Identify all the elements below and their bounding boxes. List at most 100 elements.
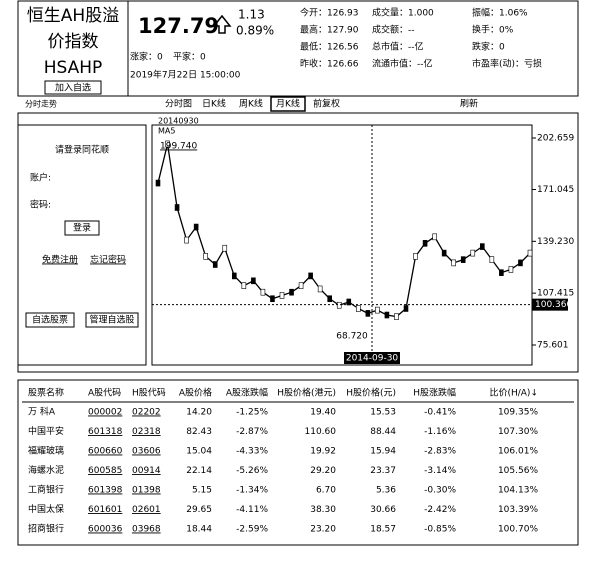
table-cell: -1.34% bbox=[236, 486, 268, 496]
table-cell: -0.85% bbox=[424, 525, 456, 535]
table-cell: 82.43 bbox=[186, 427, 212, 437]
my-stocks-button[interactable] bbox=[25, 312, 75, 328]
name-line: HSAHP bbox=[44, 58, 103, 78]
candle bbox=[203, 253, 208, 260]
table-cell: -1.16% bbox=[424, 427, 456, 437]
tab[interactable]: 分时图 bbox=[165, 98, 192, 110]
table-cell: 100.70% bbox=[498, 525, 538, 535]
table-cell[interactable]: 601318 bbox=[88, 427, 123, 437]
flat-count: 平家：0 bbox=[173, 51, 206, 63]
table-cell[interactable]: 600585 bbox=[88, 466, 122, 476]
register-link[interactable]: 免费注册 bbox=[42, 254, 78, 266]
table-header: A股涨跌幅 bbox=[226, 387, 268, 399]
table-cell: 103.39% bbox=[498, 505, 538, 515]
manage-button[interactable] bbox=[85, 312, 139, 328]
table-cell: 18.44 bbox=[186, 525, 212, 535]
table-cell[interactable]: 601601 bbox=[88, 505, 122, 515]
login-button[interactable] bbox=[64, 220, 100, 236]
table-cell: 110.60 bbox=[305, 427, 337, 437]
candle bbox=[365, 310, 371, 317]
table-header: H股涨跌幅 bbox=[413, 387, 456, 399]
cursor-value-box bbox=[532, 298, 568, 311]
table-cell[interactable]: 000002 bbox=[88, 408, 122, 418]
table-cell: 6.70 bbox=[316, 486, 336, 496]
table-cell: 105.56% bbox=[498, 466, 538, 476]
candle bbox=[222, 244, 228, 252]
tab-left: 分时走势 bbox=[25, 99, 57, 109]
add-button-label[interactable]: 加入自选 bbox=[55, 82, 91, 94]
table-cell: -2.42% bbox=[424, 505, 456, 515]
table-cell: 福耀玻璃 bbox=[28, 445, 64, 457]
login-button-label[interactable]: 登录 bbox=[73, 223, 91, 234]
stat: 昨收：126.66 bbox=[300, 58, 359, 70]
stat: 总市值：--亿 bbox=[372, 41, 424, 53]
table-cell[interactable]: 00914 bbox=[132, 466, 161, 476]
tab[interactable]: 日K线 bbox=[202, 98, 226, 110]
table-cell[interactable]: 03606 bbox=[132, 447, 161, 457]
stat: 最高：127.90 bbox=[300, 24, 359, 36]
candle bbox=[174, 204, 180, 211]
table-cell[interactable]: 02202 bbox=[132, 408, 161, 418]
name-line: 价指数 bbox=[48, 32, 99, 52]
table-cell: 工商银行 bbox=[28, 484, 64, 496]
candle bbox=[193, 223, 199, 231]
login-title: 请登录同花顺 bbox=[55, 144, 109, 156]
table-cell: -0.30% bbox=[424, 486, 456, 496]
cursor-date: 2014-09-30 bbox=[346, 354, 399, 364]
table-cell[interactable]: 03968 bbox=[132, 525, 161, 535]
my-stocks-label[interactable]: 自选股票 bbox=[32, 314, 68, 326]
candle bbox=[508, 266, 514, 273]
forgot-link[interactable]: 忘记密码 bbox=[90, 254, 126, 266]
add-button[interactable] bbox=[44, 80, 102, 95]
table-cell: 19.40 bbox=[310, 408, 336, 418]
stat: 换手：0% bbox=[472, 24, 514, 36]
manage-label[interactable]: 管理自选股 bbox=[89, 314, 134, 326]
table-header: H股价格(元) bbox=[346, 387, 396, 399]
tab-active bbox=[270, 96, 306, 112]
candle bbox=[413, 253, 418, 260]
table-cell: 107.30% bbox=[498, 427, 538, 437]
candle bbox=[165, 140, 170, 148]
table-header: A股代码 bbox=[88, 388, 121, 399]
kline-ma: MA5 bbox=[158, 127, 175, 136]
login-panel bbox=[17, 124, 147, 366]
candle bbox=[460, 256, 466, 263]
candle bbox=[260, 288, 266, 296]
candle bbox=[251, 277, 256, 285]
password-label: 密码: bbox=[30, 199, 51, 211]
table-cell[interactable]: 600036 bbox=[88, 525, 123, 535]
table-cell: 29.65 bbox=[186, 505, 212, 515]
table-cell: 15.94 bbox=[370, 447, 396, 457]
table-cell: 5.15 bbox=[192, 486, 212, 496]
tab[interactable]: 周K线 bbox=[239, 98, 263, 110]
table-cell: -4.33% bbox=[236, 447, 268, 457]
refresh[interactable]: 刷新 bbox=[460, 98, 478, 110]
cursor-date-box bbox=[344, 352, 400, 364]
candle bbox=[518, 259, 523, 267]
candle bbox=[317, 285, 323, 293]
table-cell[interactable]: 600660 bbox=[88, 447, 123, 457]
table-cell: 38.30 bbox=[310, 505, 336, 515]
name-line: 恒生AH股溢 bbox=[27, 6, 119, 26]
high-label: 199.740 bbox=[160, 142, 197, 152]
stat: 最低：126.56 bbox=[300, 41, 359, 53]
stat: 今开：126.93 bbox=[300, 7, 359, 19]
candle bbox=[356, 305, 361, 312]
tab[interactable]: 前复权 bbox=[313, 98, 340, 110]
candle bbox=[289, 288, 294, 296]
candle bbox=[241, 282, 247, 289]
table-cell[interactable]: 01398 bbox=[132, 486, 161, 496]
price: 127.79 bbox=[138, 14, 219, 38]
table-cell: 14.20 bbox=[186, 408, 212, 418]
table-cell[interactable]: 02601 bbox=[132, 505, 161, 515]
table-cell: 30.66 bbox=[370, 505, 396, 515]
table-cell[interactable]: 601398 bbox=[88, 486, 123, 496]
stat: 成交量：1.000 bbox=[372, 7, 434, 19]
tab[interactable]: 月K线 bbox=[276, 98, 300, 110]
candle bbox=[403, 305, 409, 312]
candle bbox=[336, 301, 342, 309]
table-cell[interactable]: 02318 bbox=[132, 427, 161, 437]
table-cell: -2.87% bbox=[236, 427, 268, 437]
candle bbox=[480, 243, 485, 250]
